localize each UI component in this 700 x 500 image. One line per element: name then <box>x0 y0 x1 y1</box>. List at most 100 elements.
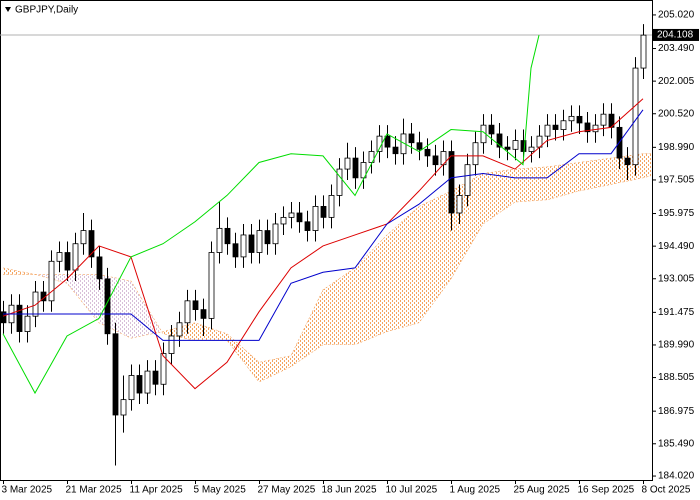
y-tick-label: 203.490 <box>658 43 695 54</box>
x-tick-label: 16 Sep 2025 <box>578 485 635 496</box>
candle-body <box>504 146 511 150</box>
candle-body <box>528 146 535 152</box>
indicator-line <box>2 35 540 395</box>
candle-body <box>456 195 463 214</box>
x-tick-label: 11 Apr 2025 <box>130 485 184 496</box>
candle-body <box>368 151 375 163</box>
candle-body <box>304 221 311 231</box>
y-tick-label: 200.520 <box>658 108 695 119</box>
candle-body <box>24 315 31 332</box>
cloud-segment <box>643 153 651 178</box>
candle-body <box>424 148 431 157</box>
candle-body <box>280 216 287 225</box>
last-price-box <box>653 28 699 41</box>
candle-body <box>392 146 399 155</box>
indicator-line <box>2 98 644 390</box>
last-price-label: 204.108 <box>657 30 694 41</box>
cloud-segment <box>515 166 547 203</box>
candle-body <box>56 252 63 262</box>
x-tick-label: 5 May 2025 <box>194 485 247 496</box>
y-tick-label: 205.020 <box>658 10 695 21</box>
candle-body <box>552 124 559 130</box>
candle-body <box>296 212 303 223</box>
candle-body <box>360 162 367 179</box>
plot-frame <box>0 0 653 481</box>
candle-body <box>72 243 79 271</box>
candle-body <box>576 115 583 124</box>
candle-body <box>168 335 175 354</box>
candle-body <box>320 206 327 218</box>
cloud-segment <box>483 169 515 224</box>
cloud-segment <box>579 158 611 192</box>
candle-body <box>568 115 575 122</box>
candle-body <box>80 230 87 245</box>
candle-body <box>544 124 551 137</box>
candle-body <box>200 309 207 319</box>
candle-body <box>432 155 439 166</box>
cloud-segment <box>259 355 291 383</box>
y-tick-label: 195.975 <box>658 208 695 219</box>
candle-body <box>256 230 263 253</box>
x-tick-label: 10 Jul 2025 <box>386 485 438 496</box>
candle-body <box>32 291 39 317</box>
candle-body <box>160 353 167 385</box>
cloud-segment <box>291 289 323 367</box>
cloud-segment <box>355 234 387 345</box>
x-tick-label: 21 Mar 2025 <box>66 485 123 496</box>
cloud-segment <box>227 333 259 383</box>
candle-body <box>64 252 71 271</box>
candle-body <box>584 122 591 133</box>
candle-body <box>336 168 343 196</box>
candle-body <box>184 300 191 324</box>
y-tick-label: 189.990 <box>658 340 695 351</box>
candle-body <box>16 304 23 332</box>
y-tick-label: 198.990 <box>658 142 695 153</box>
candle-body <box>624 157 631 166</box>
candle-body <box>232 243 239 258</box>
x-tick-label: 18 Jun 2025 <box>322 485 377 496</box>
candle-body <box>488 124 495 135</box>
y-tick-label: 197.505 <box>658 175 695 186</box>
candle-body <box>496 133 503 148</box>
x-tick-label: 27 May 2025 <box>258 485 316 496</box>
candle-body <box>632 67 639 166</box>
candle-body <box>208 252 215 319</box>
y-tick-label: 184.020 <box>658 471 695 482</box>
candle-body <box>136 375 143 394</box>
candle-body <box>592 124 599 133</box>
y-tick-label: 202.005 <box>658 76 695 87</box>
candle-body <box>152 370 159 385</box>
candle-body <box>248 234 255 253</box>
candle-body <box>192 300 199 311</box>
candle-body <box>120 399 127 416</box>
candle-body <box>224 227 231 245</box>
candle-body <box>472 142 479 166</box>
candle-body <box>240 234 247 258</box>
candle-body <box>312 206 319 231</box>
candle-body <box>352 157 359 179</box>
y-tick-label: 193.005 <box>658 273 695 284</box>
candle-body <box>640 34 647 69</box>
candle-body <box>0 311 7 324</box>
candle-body <box>88 230 95 258</box>
cloud-edge <box>3 175 652 383</box>
candle-body <box>288 212 295 218</box>
candle-body <box>600 113 607 126</box>
candle-body <box>416 142 423 150</box>
x-tick-label: 8 Oct 2025 <box>642 485 691 496</box>
candle-body <box>48 260 55 302</box>
x-tick-label: 25 Aug 2025 <box>514 485 571 496</box>
candle-body <box>520 140 527 152</box>
candle-body <box>96 256 103 280</box>
menu-arrow[interactable] <box>5 7 11 12</box>
x-tick-label: 1 Aug 2025 <box>450 485 501 496</box>
candle-body <box>560 120 567 130</box>
candle-body <box>448 151 455 214</box>
cloud-segment <box>67 274 99 323</box>
cloud-segment <box>387 206 419 332</box>
x-tick-label: 3 Mar 2025 <box>2 485 53 496</box>
candle-body <box>328 195 335 218</box>
candle-body <box>384 135 391 148</box>
indicator-line <box>3 109 644 341</box>
